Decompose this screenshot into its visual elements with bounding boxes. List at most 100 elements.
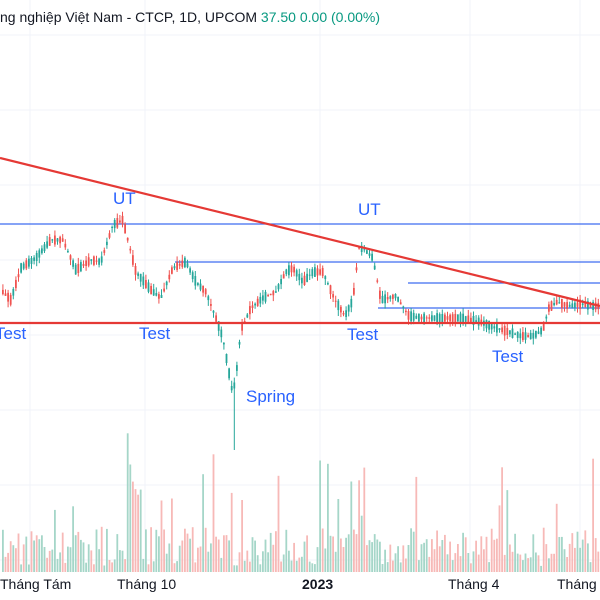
volume-bar <box>389 544 392 572</box>
volume-bar <box>163 529 165 572</box>
volume-bar <box>61 532 64 572</box>
candle-body <box>428 317 431 319</box>
candle-body <box>46 241 48 248</box>
volume-bar <box>103 565 106 572</box>
volume-bar <box>288 550 290 572</box>
candle-body <box>275 291 277 293</box>
candle-body <box>54 235 56 245</box>
volume-bar <box>394 553 397 572</box>
volume-bar <box>246 550 249 572</box>
volume-bar <box>145 529 147 572</box>
volume-bar <box>576 531 579 572</box>
volume-bar <box>254 540 256 572</box>
candle-body <box>488 320 490 330</box>
candle-body <box>121 215 124 225</box>
candle-body <box>412 312 415 321</box>
candle-body <box>113 220 116 229</box>
candle-body <box>51 239 54 241</box>
candle-body <box>17 274 20 278</box>
candle-body <box>535 330 537 338</box>
candle-body <box>87 257 90 266</box>
volume-bar <box>373 534 376 572</box>
candle-body <box>420 316 423 320</box>
volume-bar <box>158 536 160 572</box>
candle-body <box>15 279 17 289</box>
candle-body <box>142 276 145 286</box>
candle-body <box>360 245 363 252</box>
volume-bar <box>540 565 542 572</box>
volume-bar <box>54 509 56 572</box>
volume-bar <box>475 540 477 572</box>
volume-bar <box>412 531 415 572</box>
volume-bar <box>308 561 311 572</box>
candle-body <box>64 243 67 248</box>
volume-bar <box>514 533 516 572</box>
volume-bar <box>134 489 137 572</box>
volume-bar <box>186 533 189 572</box>
volume-bar <box>425 539 428 572</box>
volume-bar <box>386 562 389 572</box>
annotation-test-3: Test <box>347 325 379 344</box>
volume-bar <box>124 559 126 572</box>
volume-bar <box>581 539 584 572</box>
candle-body <box>589 304 592 308</box>
candle-body <box>259 296 262 304</box>
volume-bar <box>152 561 155 572</box>
volume-bar <box>129 464 132 572</box>
volume-bar <box>275 531 277 572</box>
candle-body <box>327 283 329 285</box>
candle-body <box>41 248 43 254</box>
candle-body <box>587 301 589 310</box>
candle-body <box>202 285 204 293</box>
volume-bar <box>215 536 217 572</box>
candle-body <box>103 250 106 253</box>
candle-body <box>457 314 459 322</box>
volume-bar <box>225 535 228 572</box>
candle-body <box>576 302 579 307</box>
candle-body <box>451 314 454 322</box>
candle-body <box>108 233 111 238</box>
candle-body <box>371 253 373 261</box>
candle-body <box>314 267 316 277</box>
volume-bar <box>207 551 210 572</box>
candle-body <box>394 294 397 299</box>
candle-body <box>168 274 171 280</box>
price-change: 0.00 (0.00%) <box>299 9 381 25</box>
volume-bar <box>277 475 280 572</box>
volume-bar <box>379 541 381 572</box>
volume-bar <box>178 545 181 572</box>
candle-body <box>134 266 137 275</box>
volume-bar <box>529 557 532 572</box>
candle-body <box>459 313 462 323</box>
candle-body <box>43 244 46 252</box>
candle-body <box>207 296 210 301</box>
candle-body <box>405 310 407 313</box>
candle-body <box>373 265 376 270</box>
symbol-title[interactable]: ng nghiệp Việt Nam - CTCP, 1D, UPCOM <box>0 9 258 25</box>
volume-bar <box>77 531 80 572</box>
candle-body <box>444 314 446 322</box>
volume-bar <box>7 552 9 572</box>
volume-bar <box>371 542 373 572</box>
volume-bar <box>545 544 548 572</box>
volume-bar <box>87 544 90 572</box>
volume-bar <box>550 553 553 572</box>
candle-body <box>386 297 389 300</box>
candle-body <box>342 313 345 315</box>
volume-bar <box>51 549 54 572</box>
candle-body <box>80 262 82 272</box>
candle-body <box>106 241 108 246</box>
candle-body <box>449 314 451 322</box>
volume-bar <box>17 533 20 572</box>
volume-bar <box>272 544 275 572</box>
volume-bar <box>30 531 33 572</box>
volume-bar <box>298 557 301 572</box>
candle-body <box>561 299 563 309</box>
volume-bar <box>441 540 444 572</box>
volume-bar <box>316 547 319 572</box>
candle-body <box>553 302 555 306</box>
volume-bar <box>301 556 303 572</box>
candle-body <box>506 327 509 335</box>
